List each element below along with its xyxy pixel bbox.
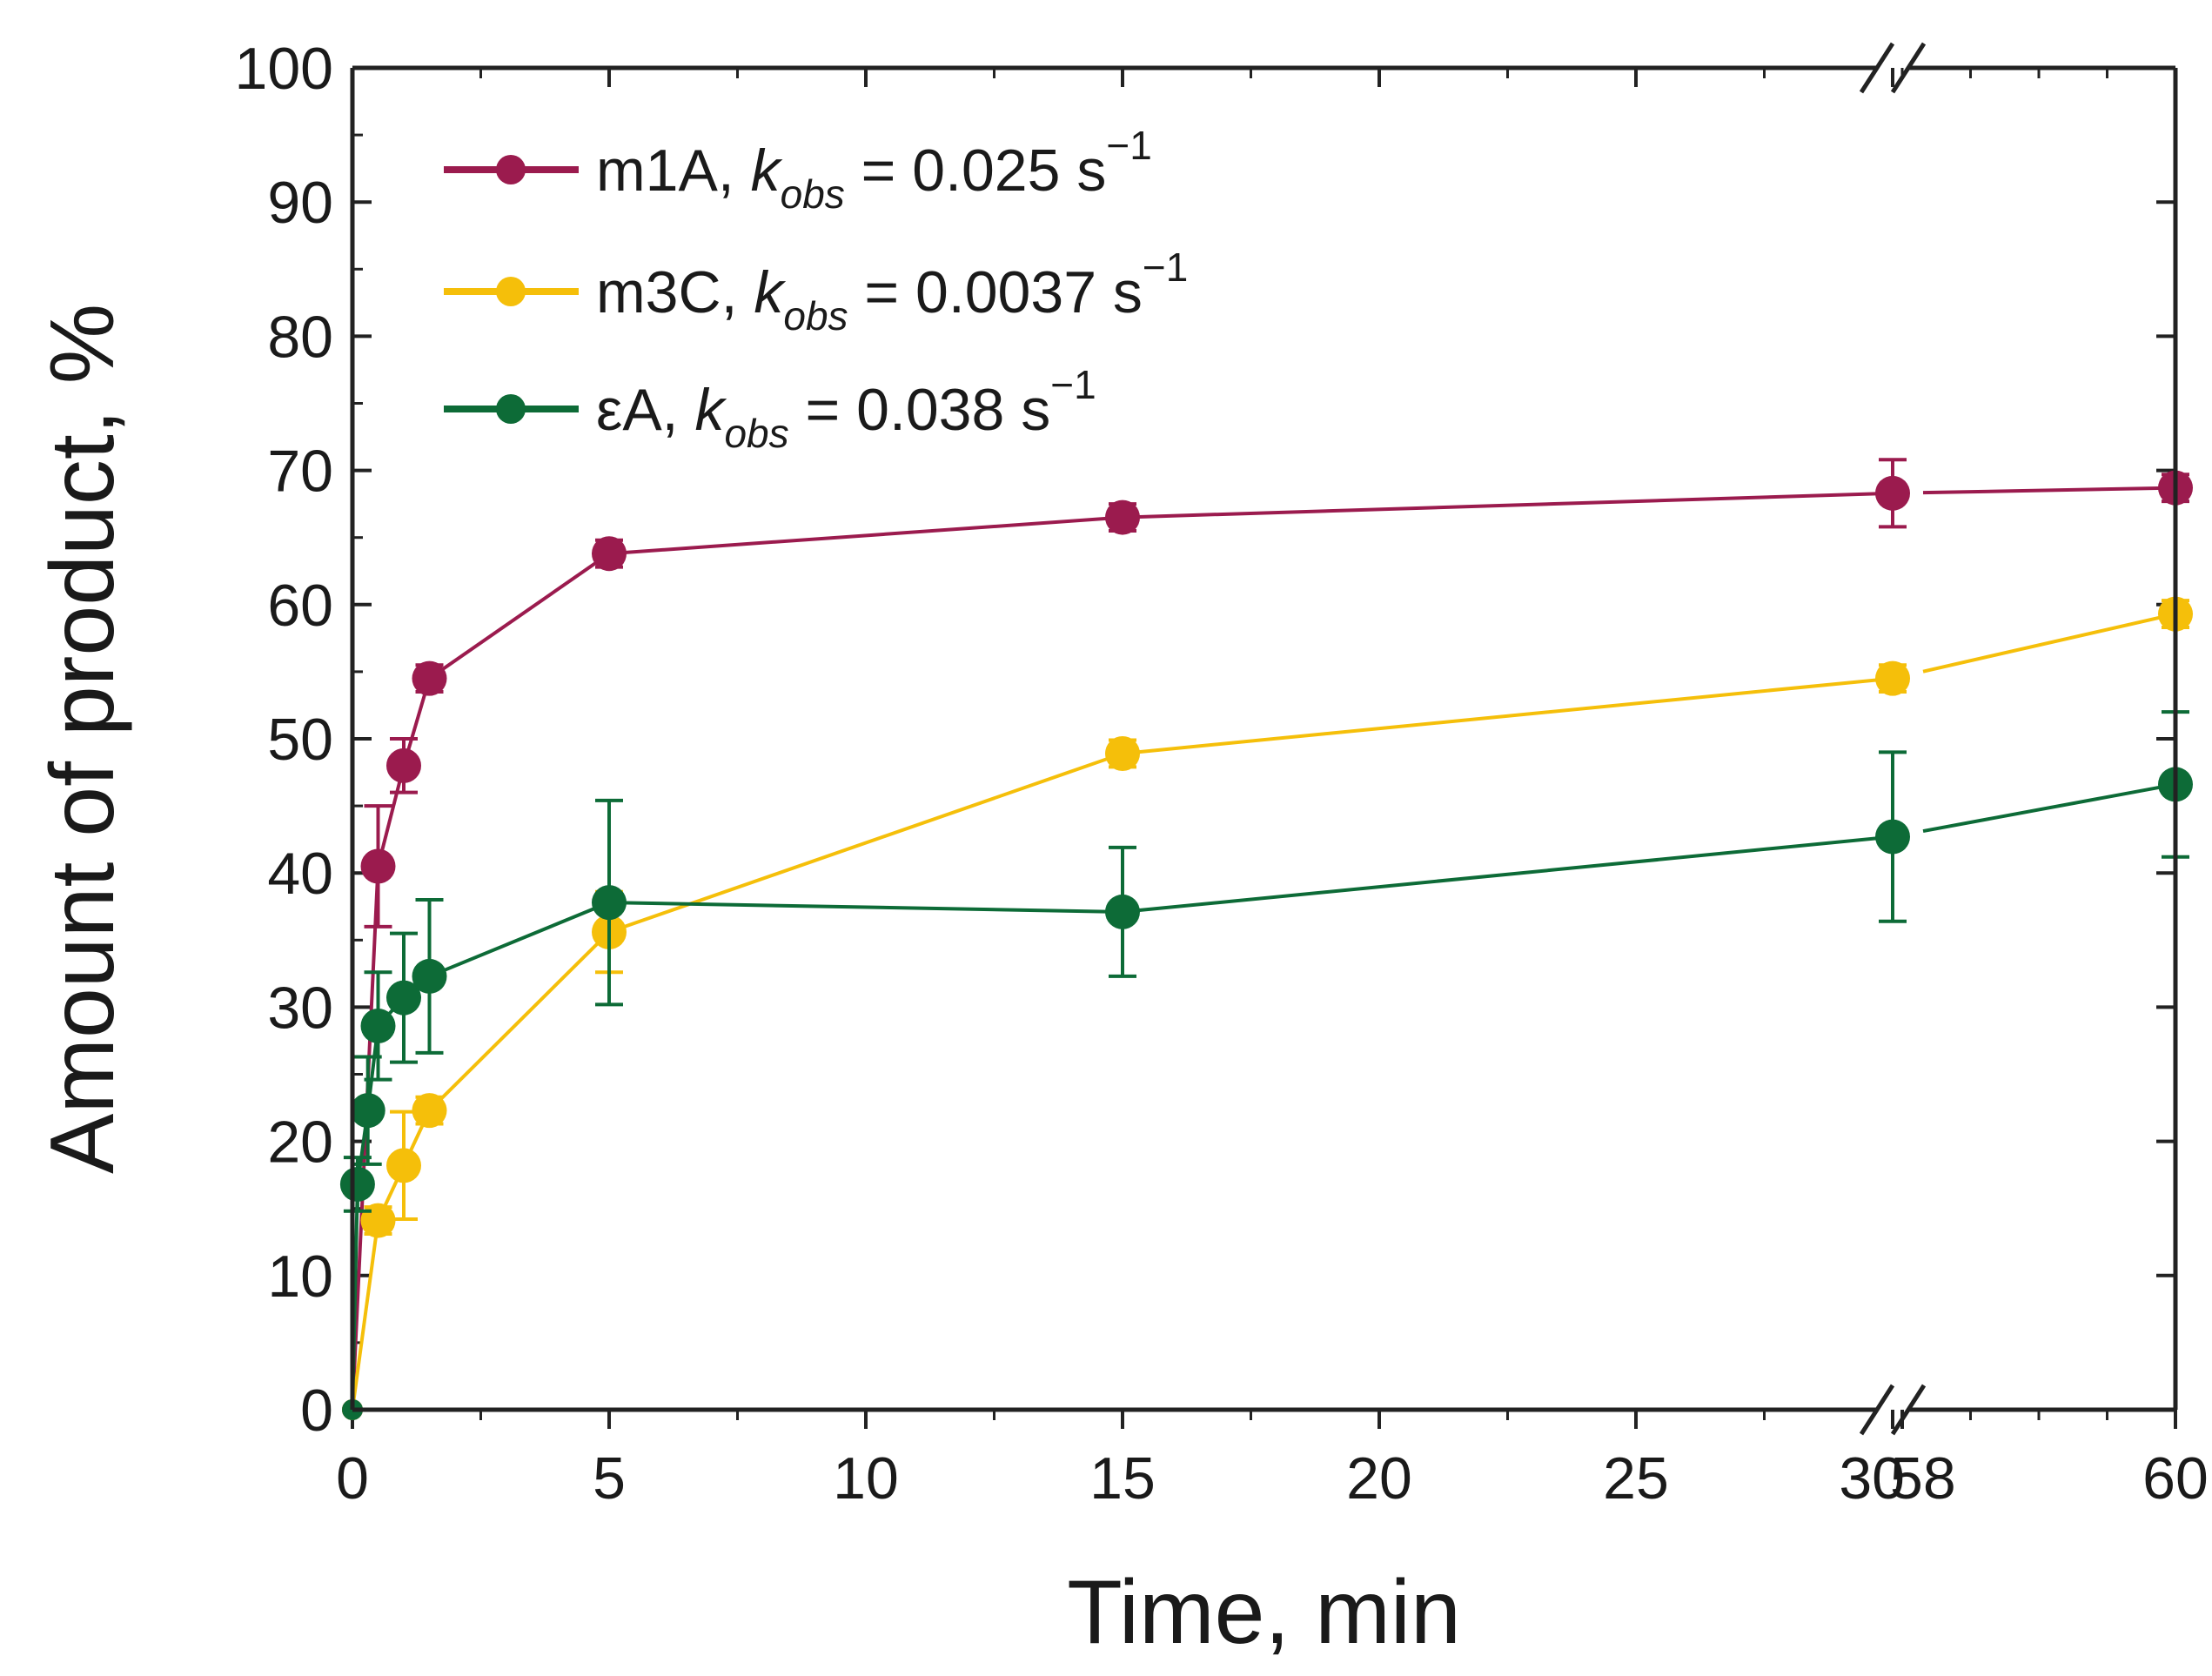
data-point [361,1009,396,1043]
x-tick-label: 58 [1890,1445,1956,1512]
data-point [592,536,627,571]
series-layer [340,459,2193,1420]
series-line-segment [1923,488,2175,493]
x-tick-label: 0 [336,1445,369,1512]
y-tick-label: 60 [267,573,333,639]
legend-label-part: obs [783,293,848,339]
legend-label-part: = 0.025 s [845,137,1107,204]
data-point [592,885,627,920]
legend-label-part: k [694,377,727,443]
y-tick-label: 30 [267,975,333,1041]
legend-label-part: obs [724,411,788,456]
data-point [361,1203,396,1238]
data-point [340,1167,375,1202]
y-tick-label: 70 [267,439,333,505]
legend-label: m1A, kobs = 0.025 s−1 [596,123,1152,217]
series-line-segment [430,902,610,976]
legend-swatch-marker [496,277,526,306]
series-line-segment [430,932,610,1110]
y-tick-label: 0 [300,1378,333,1444]
series-line-segment [1123,837,1893,912]
legend-label-part: m3C, [596,259,754,325]
legend-label-part: m1A, [596,137,751,204]
legend-label-part: εA, [596,377,694,443]
data-point [1105,895,1140,929]
series-line-segment [609,518,1123,554]
legend-label-part: obs [781,171,845,217]
x-axis-title: Time, min [1067,1562,1461,1663]
legend-label-part: k [754,259,786,325]
data-point [361,848,396,883]
series-m3C [342,597,2193,1420]
series-line-segment [430,553,610,678]
y-tick-label: 90 [267,170,333,236]
series-line-segment [1123,679,1893,754]
y-tick-label: 40 [267,841,333,907]
legend-label-part: −1 [1050,362,1096,407]
legend-item-εA: εA, kobs = 0.038 s−1 [444,362,1096,456]
data-point [1105,736,1140,771]
data-point [386,748,421,783]
data-point [1875,820,1910,855]
data-point [412,661,447,696]
series-line-segment [1923,784,2175,831]
legend-label-part: = 0.038 s [789,377,1051,443]
series-line-segment [1923,614,2175,672]
y-tick-label: 50 [267,707,333,773]
legend-label: m3C, kobs = 0.0037 s−1 [596,245,1188,339]
y-tick-label: 80 [267,304,333,370]
data-point [1875,661,1910,696]
data-point [1105,500,1140,535]
x-tick-label: 10 [833,1445,899,1512]
series-line-segment [1123,493,1893,518]
x-tick-label: 25 [1603,1445,1669,1512]
legend-swatch-marker [496,155,526,184]
legend-label-part: −1 [1143,245,1188,290]
legend-label-part: k [751,137,783,204]
legend-label-part: −1 [1106,123,1151,168]
legend-label: εA, kobs = 0.038 s−1 [596,362,1096,456]
x-tick-label: 60 [2142,1445,2209,1512]
y-tick-label: 20 [267,1110,333,1176]
legend-label-part: = 0.0037 s [848,259,1143,325]
y-tick-label: 100 [235,36,333,102]
y-axis-title: Amount of product, % [32,304,133,1174]
legend-swatch-marker [496,394,526,424]
x-tick-label: 20 [1346,1445,1412,1512]
legend-item-m3C: m3C, kobs = 0.0037 s−1 [444,245,1188,339]
x-tick-label: 5 [593,1445,626,1512]
y-tick-label: 10 [267,1244,333,1310]
data-point [412,1093,447,1128]
x-tick-label: 15 [1089,1445,1156,1512]
series-line-segment [609,902,1123,912]
legend-item-m1A: m1A, kobs = 0.025 s−1 [444,123,1152,217]
series-εA [340,712,2193,1420]
data-point [351,1093,385,1128]
data-point [386,1148,421,1183]
data-point [1875,476,1910,511]
data-point [412,959,447,994]
